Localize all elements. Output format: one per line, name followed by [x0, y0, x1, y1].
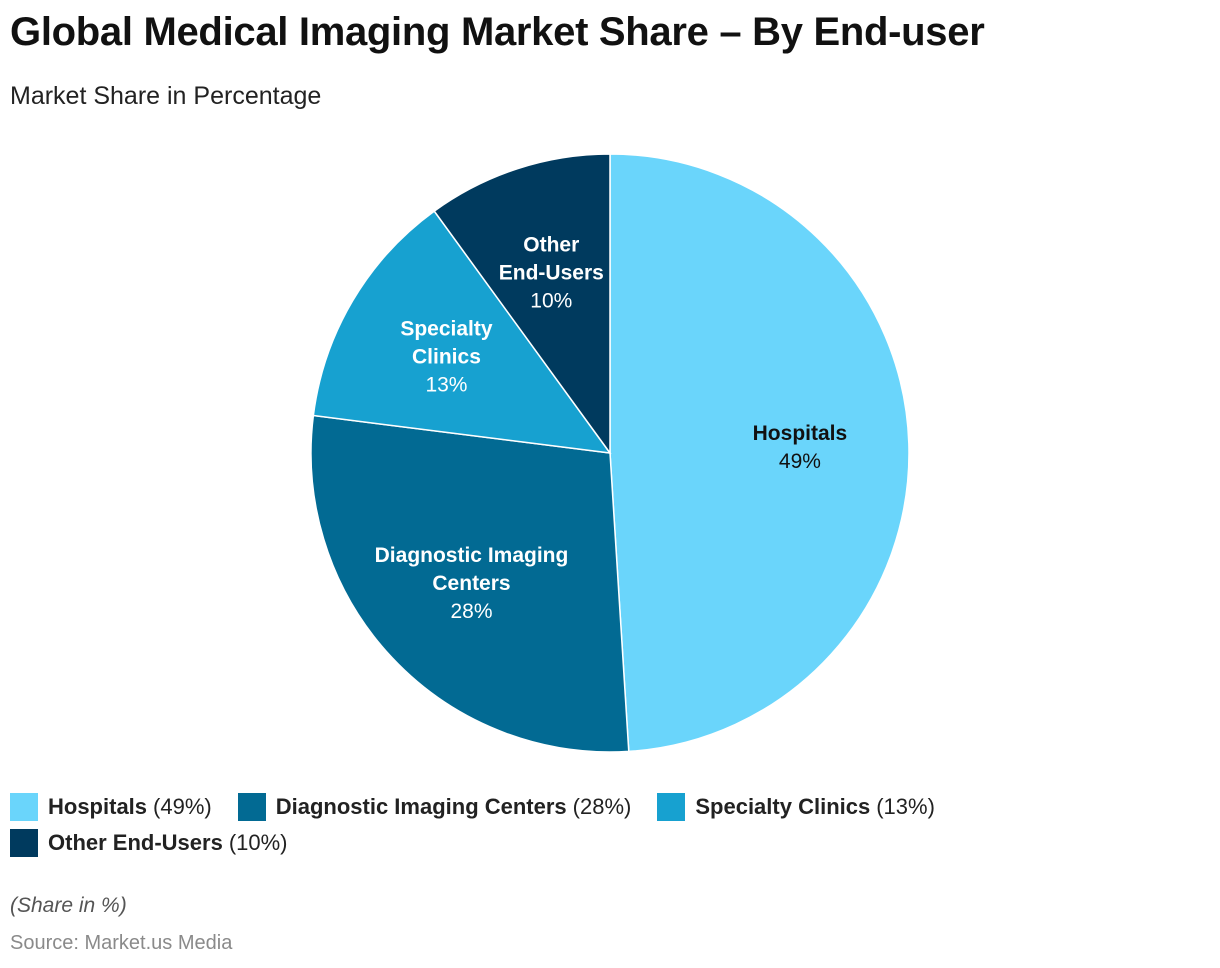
pie-slice-other-end-users[interactable]	[433, 153, 611, 456]
legend-swatch	[237, 793, 266, 821]
legend-value: (28%)	[572, 794, 632, 819]
slice-value-label: 10%	[530, 289, 572, 312]
pie-slice-specialty-clinics[interactable]	[312, 210, 612, 454]
legend-item-specialty-clinics[interactable]: Specialty Clinics (13%)	[657, 792, 935, 822]
chart-legend: Hospitals (49%) Diagnostic Imaging Centers…	[10, 792, 1010, 858]
legend-value: (49%)	[153, 794, 212, 819]
chart-title: Global Medical Imaging Market Share – By…	[10, 10, 985, 54]
slice-label-specialty-clinics: Specialty Clinics 13%	[400, 317, 493, 396]
pie-slice-hospitals[interactable]	[609, 153, 910, 753]
legend-item-other-end-users[interactable]: Other End-Users (10%)	[10, 828, 288, 858]
legend-label: Specialty Clinics	[695, 794, 871, 819]
legend-swatch	[657, 793, 686, 821]
slice-label-line: Hospitals	[753, 422, 848, 445]
slice-label-line: Clinics	[412, 345, 481, 368]
slice-value-label: 28%	[450, 600, 492, 623]
legend-value: (13%)	[876, 794, 935, 819]
chart-subtitle: Market Share in Percentage	[10, 82, 322, 110]
slice-label-line: Other	[523, 233, 579, 256]
legend-label: Hospitals	[48, 794, 148, 819]
legend-value: (10%)	[228, 830, 288, 855]
pie-slice-diagnostic-imaging-centers[interactable]	[310, 414, 630, 753]
slice-value-label: 49%	[779, 450, 821, 473]
legend-label: Diagnostic Imaging Centers	[275, 794, 567, 819]
legend-item-diagnostic-imaging-centers[interactable]: Diagnostic Imaging Centers (28%)	[237, 792, 632, 822]
legend-swatch	[10, 793, 38, 821]
chart-source: Source: Market.us Media	[10, 932, 233, 954]
slice-label-diagnostic-imaging-centers: Diagnostic Imaging Centers 28%	[375, 544, 569, 623]
slice-label-line: Specialty	[400, 317, 493, 340]
slice-label-line: End-Users	[499, 261, 604, 284]
legend-label: Other End-Users	[48, 830, 223, 855]
chart-note: (Share in %)	[10, 894, 127, 917]
slice-label-other-end-users: Other End-Users 10%	[499, 233, 604, 312]
slice-value-label: 13%	[425, 373, 467, 396]
legend-swatch	[10, 829, 38, 857]
slice-label-line: Diagnostic Imaging	[375, 544, 569, 567]
slice-label-hospitals: Hospitals 49%	[753, 422, 848, 473]
slice-label-line: Centers	[432, 572, 510, 595]
legend-item-hospitals[interactable]: Hospitals (49%)	[10, 792, 212, 822]
